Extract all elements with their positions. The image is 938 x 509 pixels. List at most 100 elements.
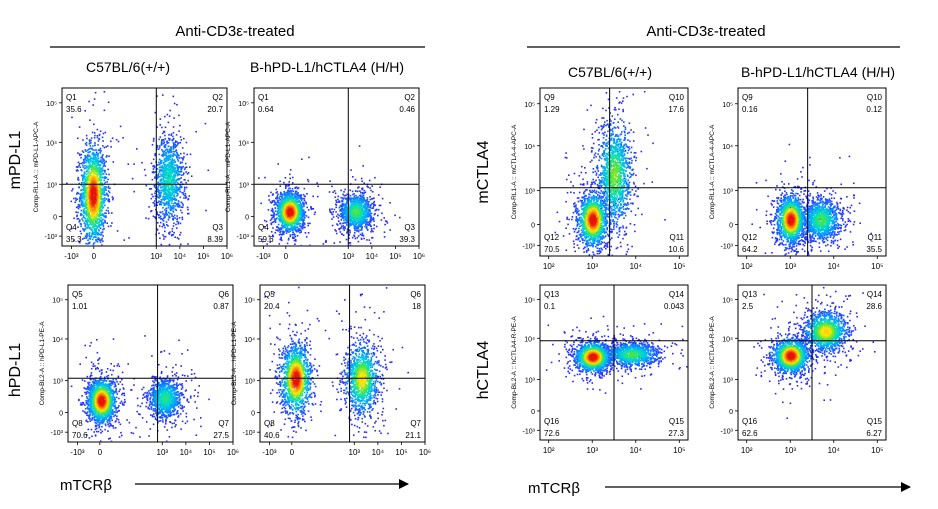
data-point [316, 182, 318, 184]
x-tick-label: 10³ [151, 252, 163, 261]
data-point [276, 217, 278, 219]
data-point [88, 168, 90, 170]
data-point [169, 213, 171, 215]
data-point [331, 186, 333, 188]
data-point [104, 176, 106, 178]
data-point [183, 138, 185, 140]
data-point [169, 110, 171, 112]
data-point [82, 139, 84, 141]
data-point [346, 205, 348, 207]
data-point [307, 179, 309, 181]
data-point [384, 231, 386, 233]
data-point [160, 195, 162, 197]
data-point [90, 238, 92, 240]
data-point [177, 175, 179, 177]
data-point [306, 236, 308, 238]
data-point [339, 201, 341, 203]
data-point [80, 166, 82, 168]
data-point [305, 202, 307, 204]
data-point [312, 196, 314, 198]
data-point [78, 179, 80, 181]
data-point [96, 152, 98, 154]
data-point [350, 242, 352, 244]
data-point [101, 205, 103, 207]
data-point [89, 165, 91, 167]
data-point [146, 185, 148, 187]
quadrant-value: 35.3 [66, 235, 82, 244]
data-point [305, 232, 307, 234]
data-point [358, 241, 360, 243]
data-point [97, 226, 99, 228]
data-point [173, 96, 175, 98]
data-point [174, 202, 176, 204]
data-point [123, 239, 125, 241]
x-tick-label: 10⁶ [221, 252, 233, 261]
data-point [373, 204, 375, 206]
data-point [181, 157, 183, 159]
data-point [187, 173, 189, 175]
data-point [370, 199, 372, 201]
data-point [175, 187, 177, 189]
data-point [370, 205, 372, 207]
data-point [101, 244, 103, 246]
data-point [158, 173, 160, 175]
data-point [264, 177, 266, 179]
data-point [161, 127, 163, 129]
data-point [88, 171, 90, 173]
data-point [82, 165, 84, 167]
data-point [162, 226, 164, 228]
data-point [177, 206, 179, 208]
data-point [349, 190, 351, 192]
data-point [371, 228, 373, 230]
data-point [78, 162, 80, 164]
data-point [108, 174, 110, 176]
data-point [290, 234, 292, 236]
data-point [178, 222, 180, 224]
data-point [317, 186, 319, 188]
data-point [88, 155, 90, 157]
data-point [94, 236, 96, 238]
data-point [183, 194, 185, 196]
data-point [79, 163, 81, 165]
data-point [85, 213, 87, 215]
data-point [107, 179, 109, 181]
data-point [177, 168, 179, 170]
data-point [98, 229, 100, 231]
data-point [148, 206, 150, 208]
data-point [83, 215, 85, 217]
data-point [332, 191, 334, 193]
data-point [172, 136, 174, 138]
data-point [161, 142, 163, 144]
data-point [184, 195, 186, 197]
data-point [308, 217, 310, 219]
data-point [86, 233, 88, 235]
data-point [102, 137, 104, 139]
data-point [92, 197, 94, 199]
data-point [300, 223, 302, 225]
data-point [177, 237, 179, 239]
data-point [174, 217, 176, 219]
data-point [208, 170, 210, 172]
data-point [189, 195, 191, 197]
data-point [168, 134, 170, 136]
data-point [85, 202, 87, 204]
data-point [178, 173, 180, 175]
data-point [303, 216, 305, 218]
data-point [112, 196, 114, 198]
data-point [164, 213, 166, 215]
data-point [85, 162, 87, 164]
data-point [102, 229, 104, 231]
data-point [301, 198, 303, 200]
data-point [344, 189, 346, 191]
data-point [332, 225, 334, 227]
data-point [96, 208, 98, 210]
data-point [81, 182, 83, 184]
data-point [97, 129, 99, 131]
data-point [343, 195, 345, 197]
data-point [175, 209, 177, 211]
data-point [363, 182, 365, 184]
data-point [289, 174, 291, 176]
data-point [346, 224, 348, 226]
data-point [172, 158, 174, 160]
